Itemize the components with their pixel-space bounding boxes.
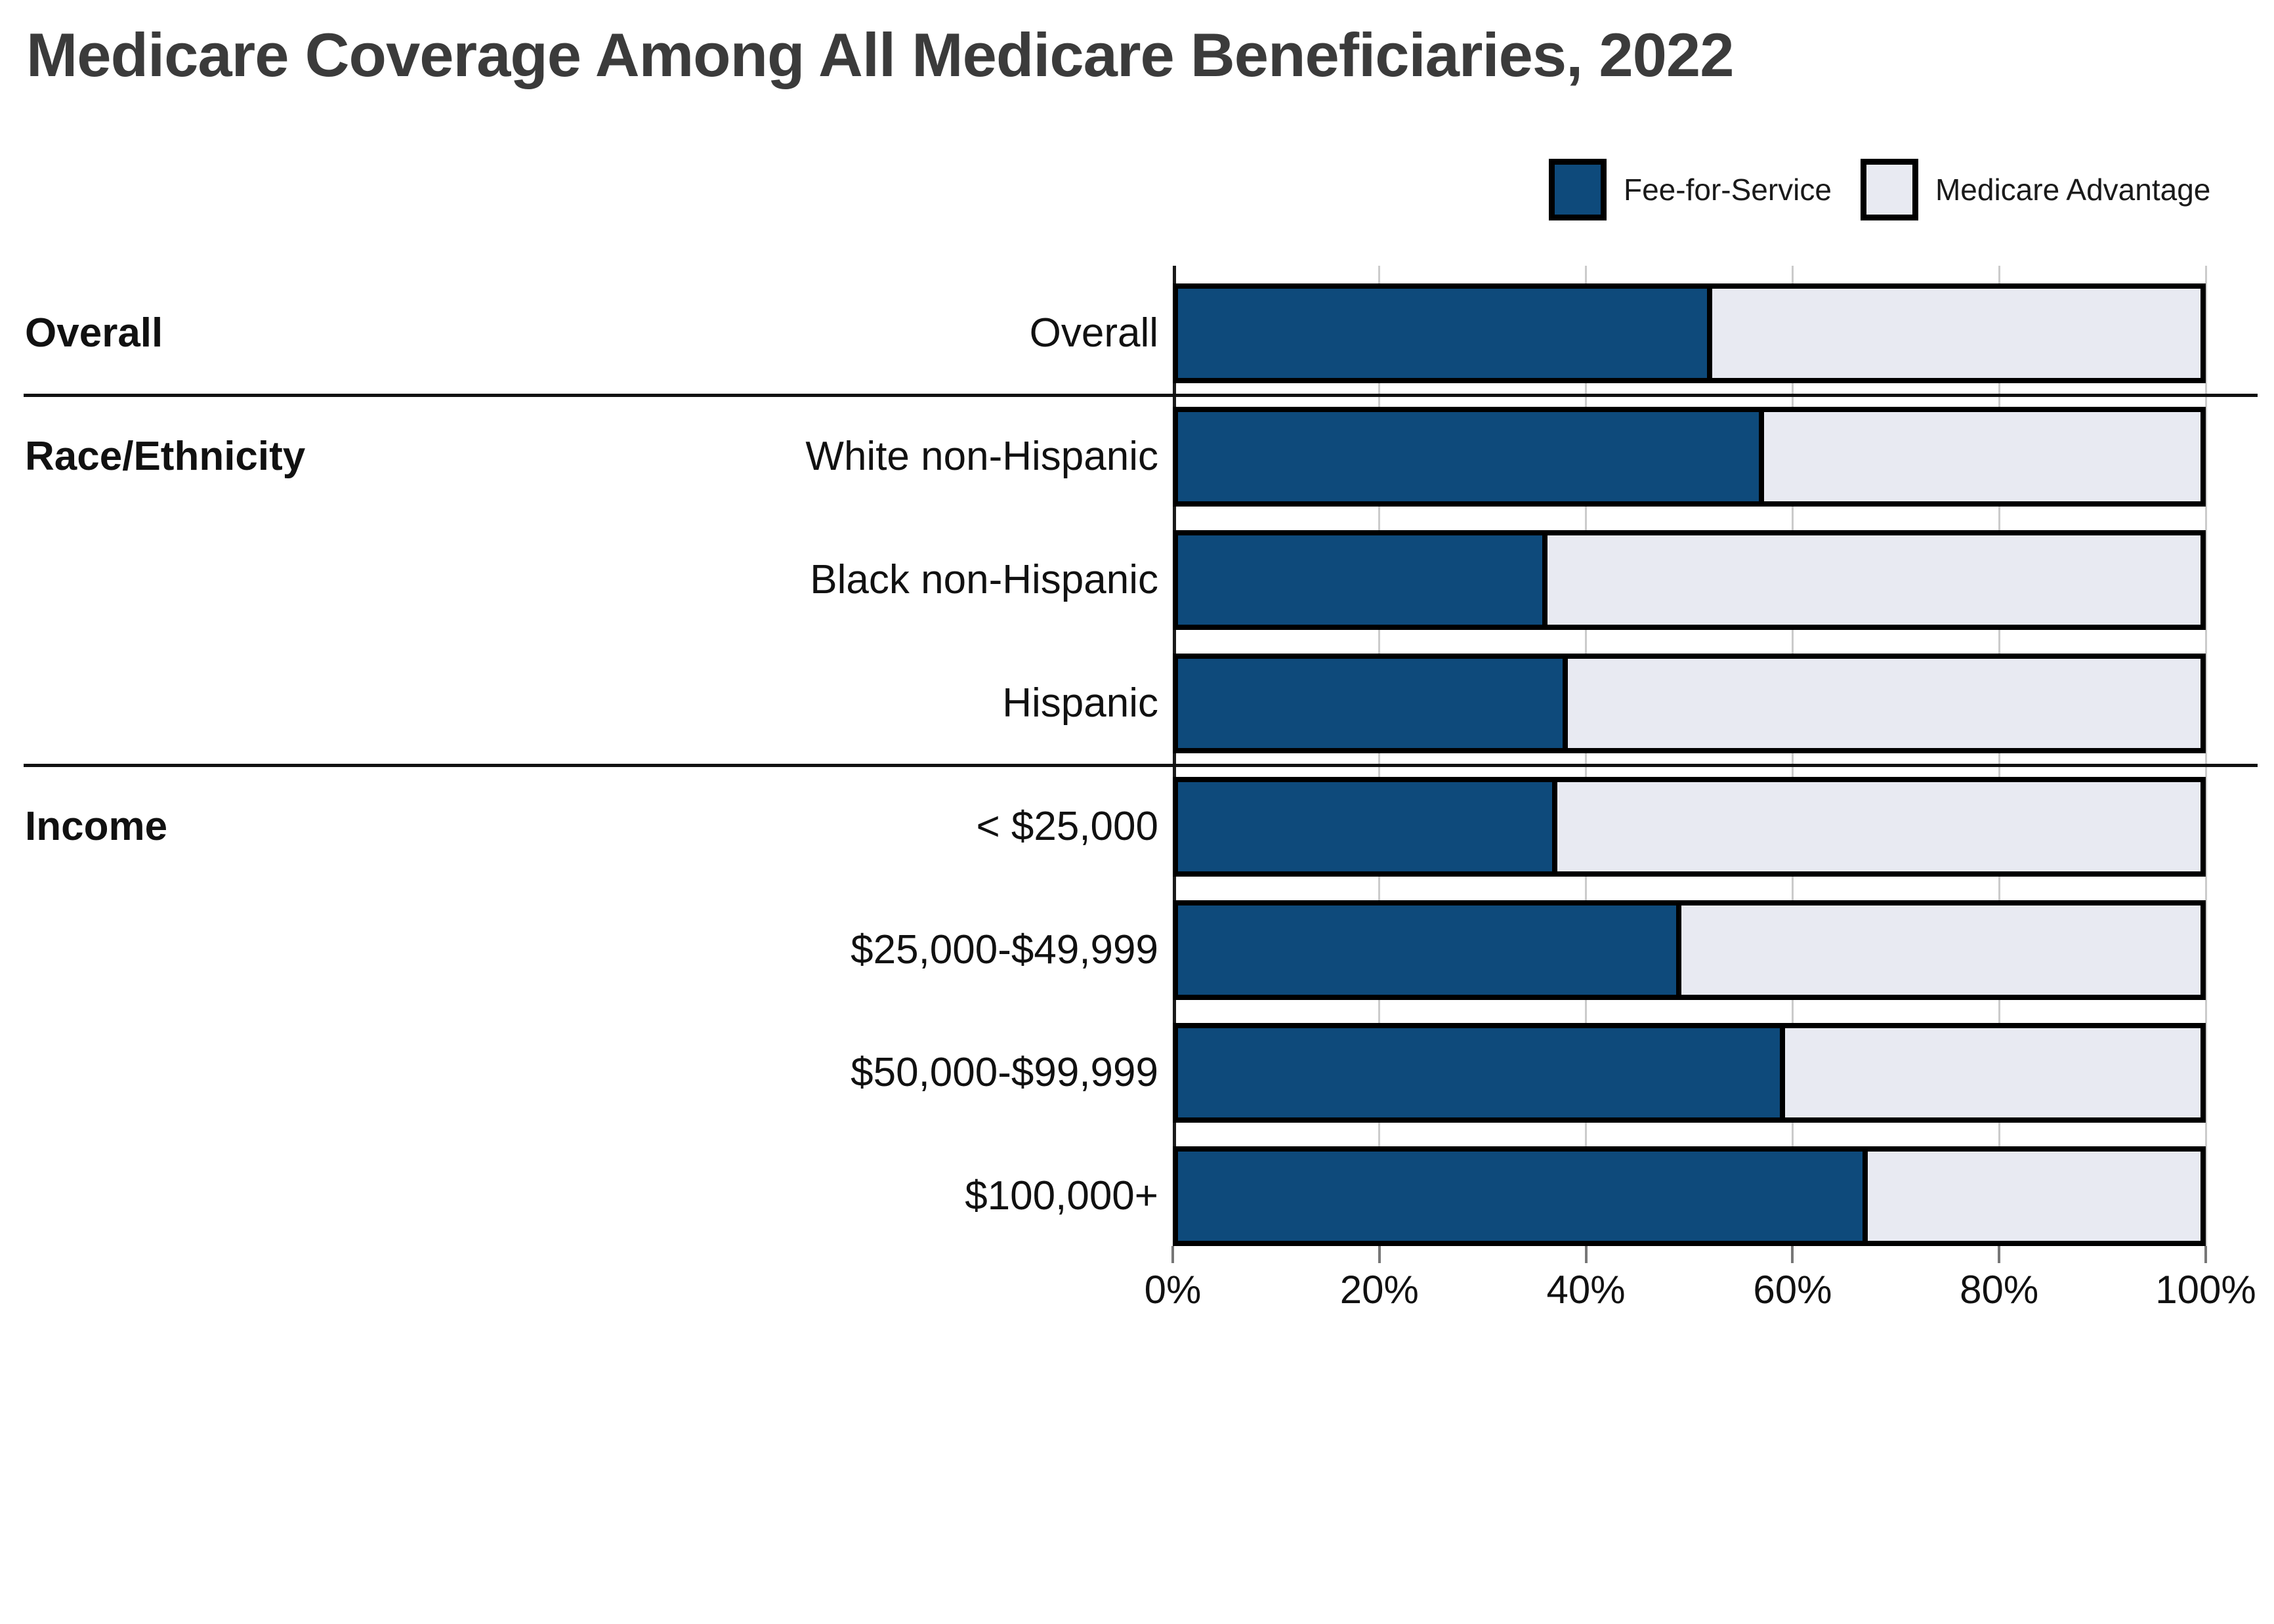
row-label-hispanic: Hispanic [1002,680,1158,726]
bar-segment-fee-for-service-black-non-hispanic [1178,535,1548,625]
bar-segment-medicare-advantage-black-non-hispanic [1547,535,2200,625]
bar-segment-fee-for-service-100-000 [1178,1152,1868,1241]
x-tick-60 [1791,1246,1794,1263]
row-label-25-000-49-999: $25,000-$49,999 [851,927,1158,972]
legend-label-fee-for-service: Fee-for-Service [1624,173,1832,207]
x-tick-20 [1378,1246,1381,1263]
bar-segment-fee-for-service-25-000 [1178,782,1558,871]
legend-label-medicare-advantage: Medicare Advantage [1935,173,2211,207]
x-tick-40 [1584,1246,1588,1263]
bar-100-000 [1173,1146,2206,1246]
bar-segment-medicare-advantage-50-000-99-999 [1784,1028,2200,1117]
row-label-100-000: $100,000+ [965,1173,1158,1218]
bar-black-non-hispanic [1173,530,2206,630]
legend-item-medicare-advantage: Medicare Advantage [1860,159,2211,220]
group-separator [24,764,2258,767]
group-label-overall: Overall [25,310,163,356]
bar-segment-medicare-advantage-white-non-hispanic [1764,412,2200,501]
x-tick-0 [1171,1246,1174,1263]
y-axis-line [1173,266,1176,1246]
bar-overall [1173,283,2206,383]
bar-25-000-49-999 [1173,900,2206,1000]
bar-segment-fee-for-service-white-non-hispanic [1178,412,1765,501]
bar-white-non-hispanic [1173,407,2206,507]
gridline-60 [1791,266,1794,1246]
row-label-25-000: < $25,000 [976,804,1158,849]
group-separator [24,394,2258,397]
bar-25-000 [1173,777,2206,877]
bar-50-000-99-999 [1173,1023,2206,1123]
x-tick-100 [2204,1246,2207,1263]
gridline-20 [1378,266,1381,1246]
legend: Fee-for-Service Medicare Advantage [1549,159,2210,220]
x-tick-80 [1998,1246,2001,1263]
legend-item-fee-for-service: Fee-for-Service [1549,159,1832,220]
bar-segment-medicare-advantage-100-000 [1867,1152,2200,1241]
x-tick-label-20: 20% [1339,1268,1419,1312]
bar-segment-medicare-advantage-overall [1712,289,2200,378]
x-tick-label-80: 80% [1960,1268,2039,1312]
gridline-100 [2204,266,2207,1246]
row-label-black-non-hispanic: Black non-Hispanic [810,557,1158,602]
legend-swatch-fee-for-service [1549,159,1607,220]
row-label-overall: Overall [1029,310,1158,356]
bar-segment-medicare-advantage-25-000-49-999 [1681,906,2200,995]
x-tick-label-60: 60% [1753,1268,1832,1312]
x-tick-label-0: 0% [1144,1268,1202,1312]
bar-segment-fee-for-service-25-000-49-999 [1178,906,1682,995]
group-label-income: Income [25,804,168,849]
legend-swatch-medicare-advantage [1860,159,1918,220]
bar-hispanic [1173,654,2206,753]
row-label-white-non-hispanic: White non-Hispanic [805,434,1158,479]
bar-segment-medicare-advantage-25-000 [1557,782,2200,871]
bar-segment-fee-for-service-overall [1178,289,1713,378]
group-label-race-ethnicity: Race/Ethnicity [25,434,306,479]
gridline-80 [1998,266,2000,1246]
x-tick-label-40: 40% [1546,1268,1626,1312]
chart-title: Medicare Coverage Among All Medicare Ben… [26,20,1734,89]
row-label-50-000-99-999: $50,000-$99,999 [851,1050,1158,1095]
bar-segment-fee-for-service-hispanic [1178,659,1569,748]
gridline-40 [1585,266,1588,1246]
bar-segment-fee-for-service-50-000-99-999 [1178,1028,1785,1117]
bar-segment-medicare-advantage-hispanic [1568,659,2200,748]
x-tick-label-100: 100% [2155,1268,2256,1312]
